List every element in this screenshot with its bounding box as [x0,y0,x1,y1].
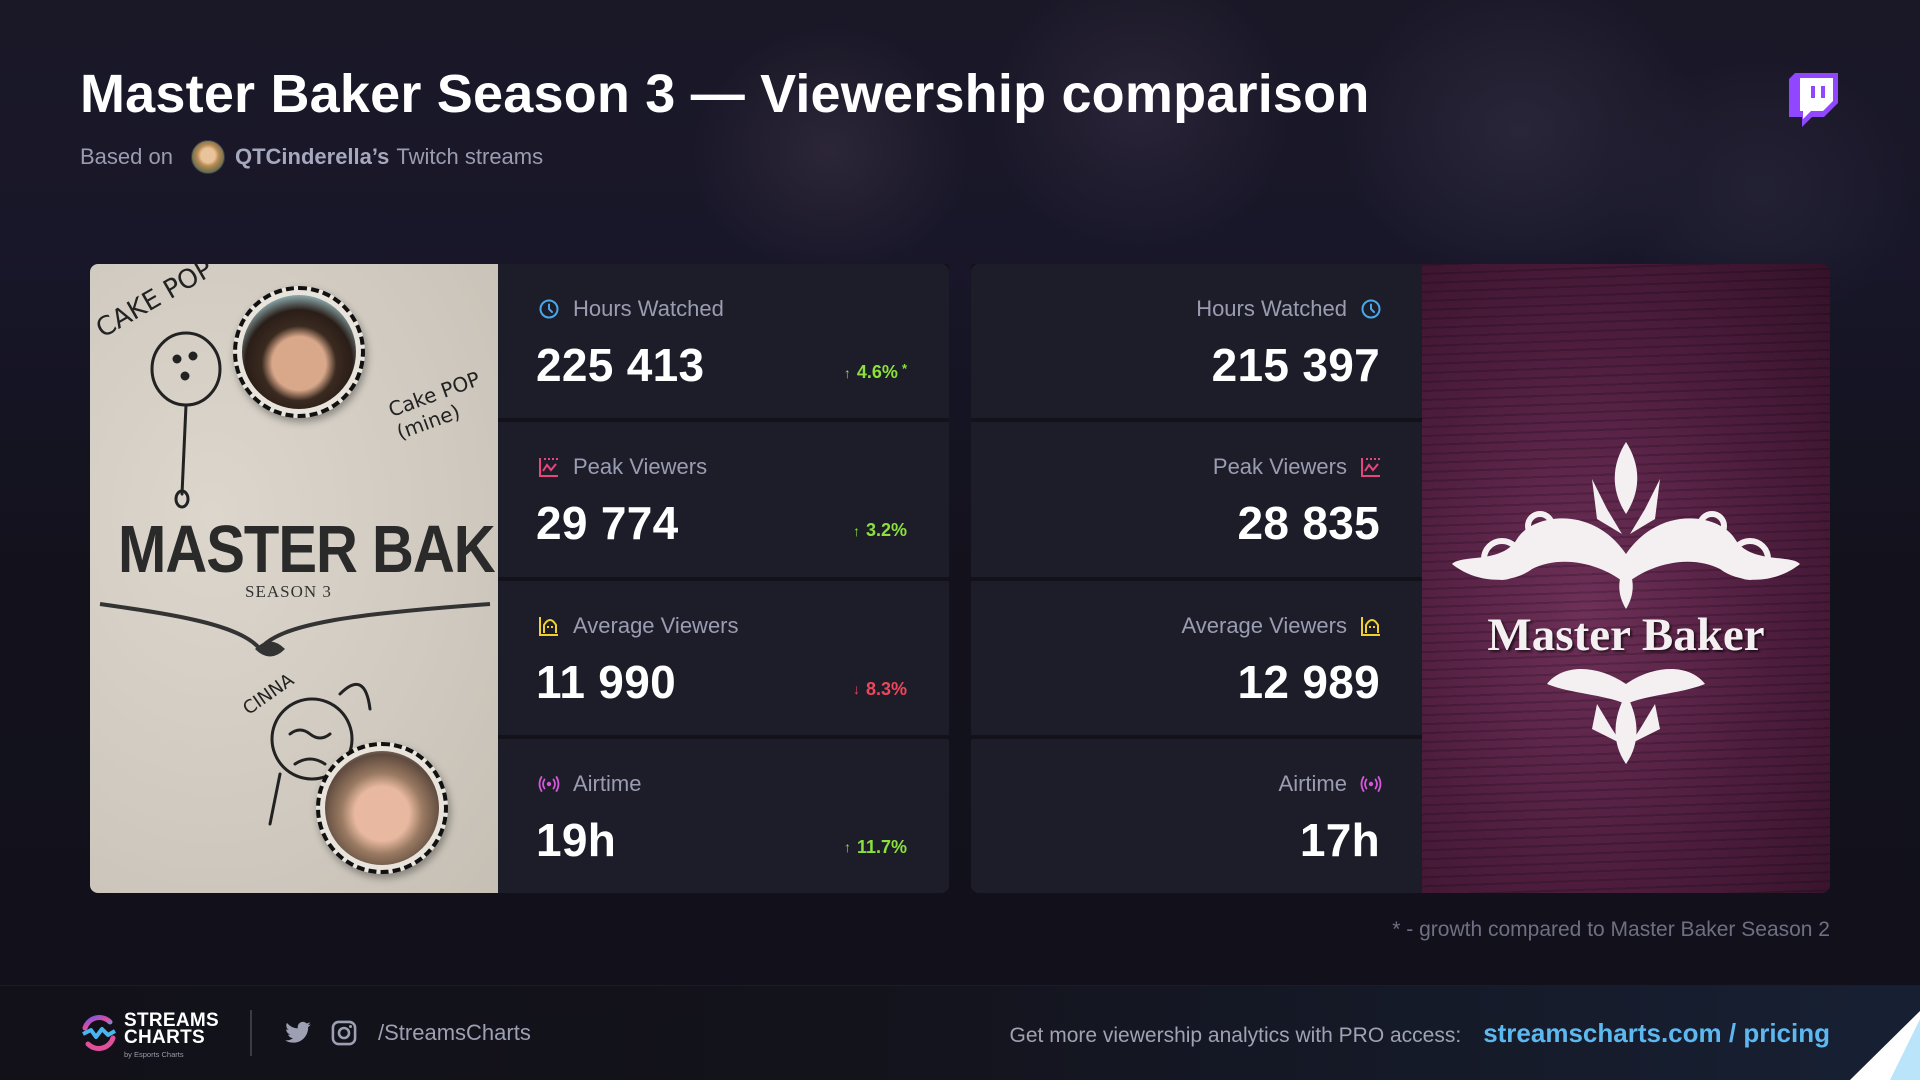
header: Master Baker Season 3 — Viewership compa… [80,62,1370,174]
stat-change: ↑ 4.6% * [843,361,907,383]
stat-change: ↑ 11.7% [844,837,907,858]
arrow-down-icon: ↓ [852,681,860,697]
footer-divider [250,1010,252,1056]
stat-value: 215 397 [1211,339,1380,391]
season3-stats-panel: Hours Watched 225 413 ↑ 4.6% * Peak View… [498,264,949,893]
promo: Get more viewership analytics with PRO a… [1010,1018,1830,1049]
stat-label: Peak Viewers [573,454,708,480]
brand-line1: STREAMS [124,1010,219,1031]
streamer-avatar [190,140,225,174]
stat-value: 19h [536,813,617,866]
stat-label: Average Viewers [573,612,739,638]
broadcast-icon [538,775,560,792]
stat-peak-viewers: Peak Viewers 29 774 ↑ 3.2% [498,422,949,577]
season3-poster-image: CAKE POP Cake POP (mine) CINNA MASTER BA… [90,264,499,893]
change-value: 11.7% [856,836,907,857]
clock-icon [1361,299,1381,319]
stat-hours-watched: Hours Watched 215 397 [971,264,1422,419]
average-chart-icon [1361,616,1380,636]
clock-icon [539,299,559,319]
stat-value: 29 774 [536,497,679,550]
stat-label: Airtime [1278,770,1347,796]
promo-text: Get more viewership analytics with PRO a… [1009,1024,1462,1047]
stat-label: Airtime [573,770,642,796]
arrow-up-icon: ↑ [852,522,860,539]
doodles-icon [99,331,491,826]
change-value: 3.2% [865,520,907,541]
stat-airtime: Airtime 19h ↑ 11.7% [498,738,949,893]
brand-sub: by Esports Charts [124,1050,184,1059]
poster-season: SEASON 3 [245,582,332,601]
social-links: /StreamsCharts [284,1019,531,1047]
change-value: 8.3% [865,678,907,699]
footnote: * - growth compared to Master Baker Seas… [1392,918,1830,941]
season2-poster-image: Master Baker [1422,264,1830,893]
stat-label: Peak Viewers [1212,454,1347,480]
broadcast-icon [1360,775,1382,792]
stat-average-viewers: Average Viewers 12 989 [971,580,1422,735]
stat-value: 12 989 [1237,655,1380,708]
corner-decoration-icon [1850,1011,1920,1080]
stat-change: ↓ 8.3% [853,679,907,700]
stat-label: Hours Watched [573,296,724,321]
subtitle: Based on QTCinderella’s Twitch streams [80,140,1370,174]
twitter-icon[interactable] [284,1019,312,1047]
stat-value: 17h [1299,813,1380,866]
social-handle[interactable]: /StreamsCharts [378,1020,531,1045]
stat-label: Hours Watched [1196,296,1347,321]
stat-average-viewers: Average Viewers 11 990 ↓ 8.3% [498,580,949,735]
stat-value: 11 990 [536,655,676,708]
page-title: Master Baker Season 3 — Viewership compa… [80,64,1370,124]
stat-label: Average Viewers [1181,612,1347,638]
contestant-avatar-bottom [316,742,448,874]
footnote-mark: * [901,361,907,376]
subtitle-suffix: Twitch streams [396,144,544,169]
stat-airtime: Airtime 17h [971,738,1422,893]
peak-chart-icon [539,458,558,478]
logo-title: Master Baker [1487,609,1765,661]
peak-chart-icon [1361,458,1380,478]
instagram-icon[interactable] [330,1019,358,1047]
contestant-avatar-top [233,286,365,418]
ornament-icon [1452,442,1800,764]
twitch-logo-icon [1789,73,1838,127]
streams-charts-logo[interactable]: STREAMS CHARTS by Esports Charts [80,1010,219,1059]
poster-title: MASTER BAKER [118,512,499,587]
stat-value: 28 835 [1237,497,1380,550]
streamer-name[interactable]: QTCinderella’s [234,144,390,169]
stat-peak-viewers: Peak Viewers 28 835 [971,422,1422,577]
change-value: 4.6% [856,362,898,382]
brand-line2: CHARTS [124,1027,205,1048]
stat-change: ↑ 3.2% [853,520,907,541]
stat-hours-watched: Hours Watched 225 413 ↑ 4.6% * [498,264,949,419]
subtitle-prefix: Based on [80,144,173,169]
footer: STREAMS CHARTS by Esports Charts /Stream… [0,985,1920,1080]
streams-charts-logo-icon [82,1015,116,1051]
arrow-up-icon: ↑ [843,364,851,381]
season2-stats-panel: Hours Watched 215 397 Peak Viewers 28 83… [971,264,1422,893]
pricing-link[interactable]: streamscharts.com / pricing [1483,1018,1830,1048]
arrow-up-icon: ↑ [843,839,851,856]
stat-value: 225 413 [536,339,705,391]
average-chart-icon [539,616,558,636]
